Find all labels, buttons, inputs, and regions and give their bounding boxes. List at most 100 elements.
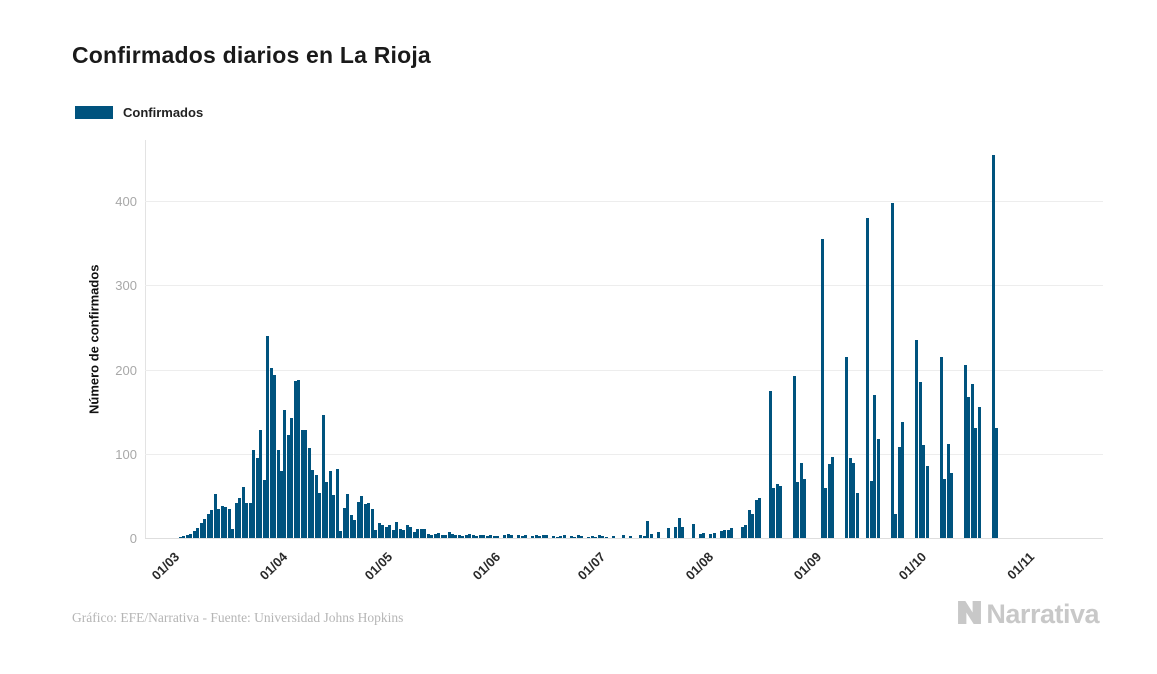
bar-day-87 — [475, 536, 479, 538]
bar-day-61 — [384, 527, 388, 538]
bar-day-90 — [485, 536, 489, 538]
bar-day-124 — [604, 537, 608, 538]
bar-day-103 — [531, 536, 535, 538]
bar-day-173 — [775, 484, 779, 538]
bar-day-146 — [681, 527, 685, 538]
bar-day-76 — [437, 532, 441, 538]
bar-day-206 — [890, 202, 894, 538]
bar-day-86 — [471, 535, 475, 538]
bar-day-159 — [726, 530, 730, 538]
credit-text: Gráfico: EFE/Narrativa - Fuente: Univers… — [72, 610, 404, 625]
bar-day-62 — [388, 525, 392, 538]
bar-day-59 — [377, 522, 381, 538]
bar-day-222 — [946, 444, 950, 538]
bar-day-129 — [621, 535, 625, 538]
bar-day-33 — [286, 435, 290, 538]
bar-day-189 — [831, 457, 835, 538]
x-tick-label-01-07: 01/07 — [574, 549, 609, 583]
bar-day-168 — [758, 497, 762, 538]
bar-day-107 — [545, 535, 549, 538]
bar-day-221 — [943, 479, 947, 538]
bar-day-195 — [852, 463, 856, 538]
bar-day-100 — [520, 536, 524, 538]
bar-day-78 — [444, 534, 447, 538]
x-tick-label-01-11: 01/11 — [1004, 549, 1038, 583]
bar-day-112 — [562, 535, 566, 538]
bar-day-91 — [489, 535, 493, 538]
bar-day-164 — [744, 525, 748, 538]
bar-day-34 — [290, 417, 294, 538]
bar-day-121 — [594, 537, 598, 538]
bar-day-231 — [977, 407, 981, 538]
bar-day-23 — [252, 449, 256, 538]
bar-day-186 — [820, 238, 824, 538]
bar-day-15 — [224, 506, 228, 538]
bar-day-67 — [405, 525, 409, 538]
gridline-200 — [145, 369, 1103, 371]
bar-day-96 — [506, 533, 510, 538]
bar-day-154 — [709, 533, 713, 538]
bar-day-42 — [318, 492, 322, 538]
bar-day-166 — [751, 514, 755, 538]
bar-day-106 — [541, 534, 545, 538]
bar-day-21 — [245, 503, 249, 538]
bar-day-120 — [590, 536, 594, 538]
bar-day-117 — [580, 536, 584, 538]
bar-day-214 — [918, 382, 922, 538]
y-tick-label-400: 400 — [115, 194, 137, 209]
bar-day-51 — [349, 515, 353, 538]
bar-day-111 — [559, 536, 563, 538]
bar-day-2 — [178, 537, 182, 538]
bar-day-22 — [248, 502, 252, 538]
bar-day-207 — [894, 513, 898, 538]
bar-day-28 — [269, 367, 273, 538]
bar-day-123 — [601, 536, 605, 538]
bar-day-144 — [674, 527, 678, 538]
bar-day-35 — [293, 381, 297, 538]
bar-day-53 — [356, 501, 360, 538]
bar-day-45 — [328, 471, 332, 538]
bar-day-50 — [346, 494, 350, 538]
bar-day-230 — [974, 427, 978, 538]
x-tick-label-01-09: 01/09 — [790, 549, 825, 583]
bar-day-215 — [922, 445, 926, 538]
bar-day-69 — [412, 532, 416, 538]
narrativa-n-icon — [957, 600, 982, 630]
bar-day-179 — [796, 482, 800, 538]
bar-day-5 — [189, 533, 193, 538]
bar-day-9 — [203, 518, 207, 538]
bar-day-142 — [667, 527, 671, 538]
bar-day-228 — [967, 397, 971, 538]
bar-day-235 — [991, 154, 995, 538]
bar-day-131 — [628, 536, 632, 538]
bar-day-30 — [276, 449, 280, 538]
bar-day-171 — [768, 390, 772, 538]
bar-day-89 — [482, 535, 486, 538]
bar-day-56 — [367, 502, 371, 538]
bar-day-10 — [206, 514, 210, 538]
x-tick-label-01-04: 01/04 — [256, 549, 291, 583]
x-tick-label-01-05: 01/05 — [361, 549, 396, 583]
legend-label: Confirmados — [123, 105, 204, 120]
bar-day-40 — [311, 469, 315, 538]
bar-day-73 — [426, 533, 430, 538]
bar-day-196 — [855, 493, 859, 538]
bar-day-26 — [262, 479, 266, 538]
bar-day-93 — [496, 536, 500, 538]
gridline-400 — [145, 201, 1103, 202]
bar-day-55 — [363, 504, 367, 538]
bar-day-3 — [182, 536, 186, 538]
bar-day-208 — [897, 447, 901, 538]
bar-day-66 — [402, 530, 406, 538]
bar-day-18 — [234, 503, 238, 538]
bar-day-101 — [524, 535, 528, 538]
bar-day-174 — [779, 485, 783, 538]
bar-day-79 — [447, 532, 451, 538]
bar-day-41 — [314, 474, 318, 538]
bar-day-199 — [866, 217, 870, 538]
bar-day-155 — [712, 532, 716, 538]
bar-day-110 — [555, 537, 559, 538]
bar-day-165 — [747, 510, 751, 538]
bar-day-24 — [255, 457, 259, 538]
